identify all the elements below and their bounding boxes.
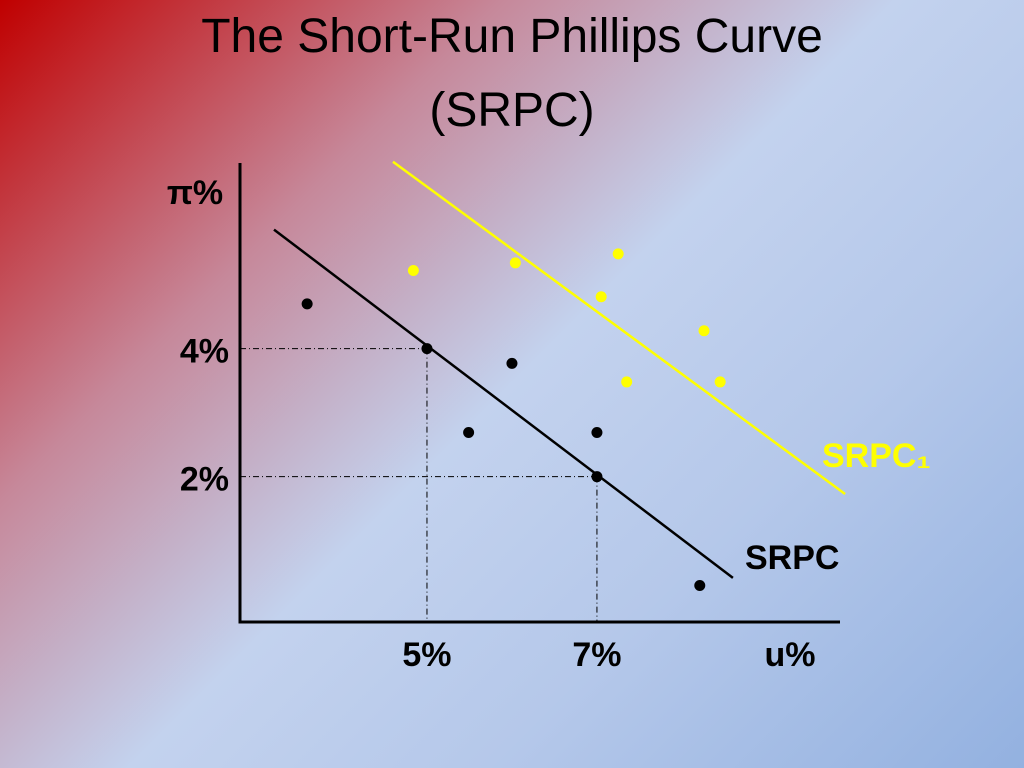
point (421, 343, 433, 355)
x-tick-label: 7% (572, 636, 621, 674)
x-tick-label: 5% (402, 636, 451, 674)
point (714, 376, 726, 388)
curve-line (273, 228, 734, 579)
point (407, 265, 419, 277)
x-axis-label: u% (765, 636, 816, 674)
point (694, 580, 706, 592)
y-tick-label: 4% (180, 333, 229, 371)
point (509, 257, 521, 269)
curve-label: SRPC (745, 539, 839, 577)
point (621, 376, 633, 388)
point (463, 427, 475, 439)
point (591, 427, 603, 439)
chart-title: The Short-Run Phillips Curve (SRPC) (201, 10, 823, 137)
curve-line (392, 160, 846, 495)
curve-label: SRPC₁ (822, 437, 931, 475)
point (301, 298, 313, 310)
point (595, 291, 607, 303)
point (506, 357, 518, 369)
y-axis-label: π% (167, 174, 223, 212)
y-tick-label: 2% (180, 461, 229, 499)
point (612, 248, 624, 260)
point (698, 325, 710, 337)
point (591, 471, 603, 483)
